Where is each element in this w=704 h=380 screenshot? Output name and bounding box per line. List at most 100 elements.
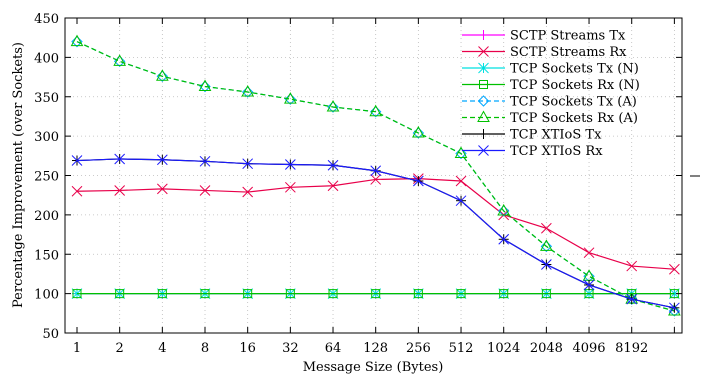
data-point: [198, 79, 212, 92]
y-tick-label: 100: [34, 288, 59, 303]
series-line: [76, 158, 675, 309]
legend-label: TCP XTIoS Rx: [510, 144, 603, 159]
y-tick-label: 50: [42, 327, 59, 342]
data-point: [284, 92, 297, 104]
series-1: [71, 173, 680, 275]
data-point: [668, 305, 681, 317]
data-point: [71, 185, 83, 197]
data-point: [156, 154, 168, 166]
data-point: [626, 260, 638, 272]
data-point: [285, 289, 295, 299]
x-tick-label: 1: [73, 341, 81, 356]
data-point: [540, 240, 553, 253]
data-point: [114, 153, 126, 165]
legend-label: SCTP Streams Rx: [510, 45, 627, 60]
data-point: [541, 222, 552, 234]
y-tick-label: 350: [34, 91, 59, 106]
legend-entry: SCTP Streams Tx: [462, 29, 626, 44]
data-point: [370, 165, 382, 177]
data-point: [243, 289, 253, 299]
legend-marker: [478, 62, 489, 74]
x-tick-label: 64: [325, 341, 342, 356]
legend-marker: [478, 145, 489, 156]
data-point: [115, 289, 125, 299]
data-point: [669, 263, 680, 275]
x-tick-label: 2048: [530, 341, 563, 356]
data-point: [241, 86, 254, 98]
legend-marker: [477, 110, 490, 122]
series-line: [76, 158, 675, 309]
data-point: [70, 34, 84, 47]
grid-lines: [65, 18, 682, 333]
data-point: [71, 35, 83, 48]
data-point: [456, 289, 466, 299]
data-point: [72, 289, 82, 299]
data-point: [242, 158, 254, 170]
axis-ticks: 50 100 150 200 250 300 350 400 450 1 2 4 8 16 32 64 128 2…: [34, 12, 682, 356]
legend-marker: [478, 129, 489, 139]
x-tick-label: 128: [363, 341, 388, 356]
data-point: [669, 302, 680, 314]
data-point: [454, 146, 468, 158]
data-point: [326, 99, 340, 112]
data-point: [541, 259, 552, 270]
legend-entry: TCP XTIoS Rx: [462, 144, 603, 159]
data-point: [327, 101, 339, 113]
legend-entry: TCP Sockets Rx (A): [462, 110, 638, 126]
data-point: [156, 183, 168, 195]
data-point: [113, 54, 127, 66]
y-tick-label: 150: [34, 248, 59, 263]
data-point: [157, 289, 167, 299]
series-3: [72, 289, 679, 299]
data-point: [498, 233, 510, 245]
data-point: [327, 180, 339, 192]
data-point: [412, 125, 425, 138]
data-point: [455, 195, 467, 207]
x-tick-label: 8: [201, 341, 209, 356]
x-tick-label: 256: [406, 341, 431, 356]
data-point: [114, 185, 126, 196]
x-tick-label: 2: [116, 341, 124, 356]
x-tick-label: 1024: [487, 341, 520, 356]
data-point: [200, 289, 210, 299]
data-point: [413, 175, 424, 187]
data-point: [369, 106, 382, 118]
legend-label: TCP Sockets Tx (A): [510, 95, 637, 110]
data-point: [199, 185, 211, 196]
legend-marker: [477, 95, 490, 107]
y-tick-label: 200: [34, 209, 59, 224]
legend-entry: SCTP Streams Rx: [462, 45, 627, 60]
data-point: [369, 104, 383, 117]
legend-label: SCTP Streams Tx: [510, 29, 626, 44]
series-layer: [70, 34, 681, 317]
data-point: [371, 289, 381, 299]
data-point: [370, 174, 382, 185]
data-point: [497, 203, 511, 216]
data-point: [328, 289, 338, 299]
y-tick-label: 400: [34, 51, 59, 66]
legend-label: TCP XTIoS Tx: [510, 128, 602, 143]
legend-entry: TCP Sockets Tx (N): [462, 62, 639, 77]
data-point: [199, 155, 211, 167]
series-line: [76, 41, 675, 312]
data-point: [155, 69, 169, 81]
x-tick-label: 32: [282, 341, 299, 356]
legend-marker: [478, 30, 489, 40]
legend-entry: TCP Sockets Rx (N): [462, 78, 640, 93]
x-tick-label: 4: [158, 341, 166, 356]
x-tick-label: 512: [449, 341, 474, 356]
data-point: [626, 293, 638, 305]
data-point: [284, 159, 296, 170]
data-point: [284, 93, 297, 105]
y-axis-label: Percentage Improvement (over Sockets): [11, 42, 26, 308]
y-tick-label: 450: [34, 12, 59, 27]
x-tick-label: 16: [239, 341, 256, 356]
data-point: [284, 181, 296, 193]
x-tick-label: 4096: [572, 341, 605, 356]
x-tick-label: 8192: [615, 341, 648, 356]
data-point: [583, 247, 595, 259]
data-point: [327, 159, 339, 171]
data-point: [455, 175, 467, 187]
data-point: [455, 147, 467, 160]
